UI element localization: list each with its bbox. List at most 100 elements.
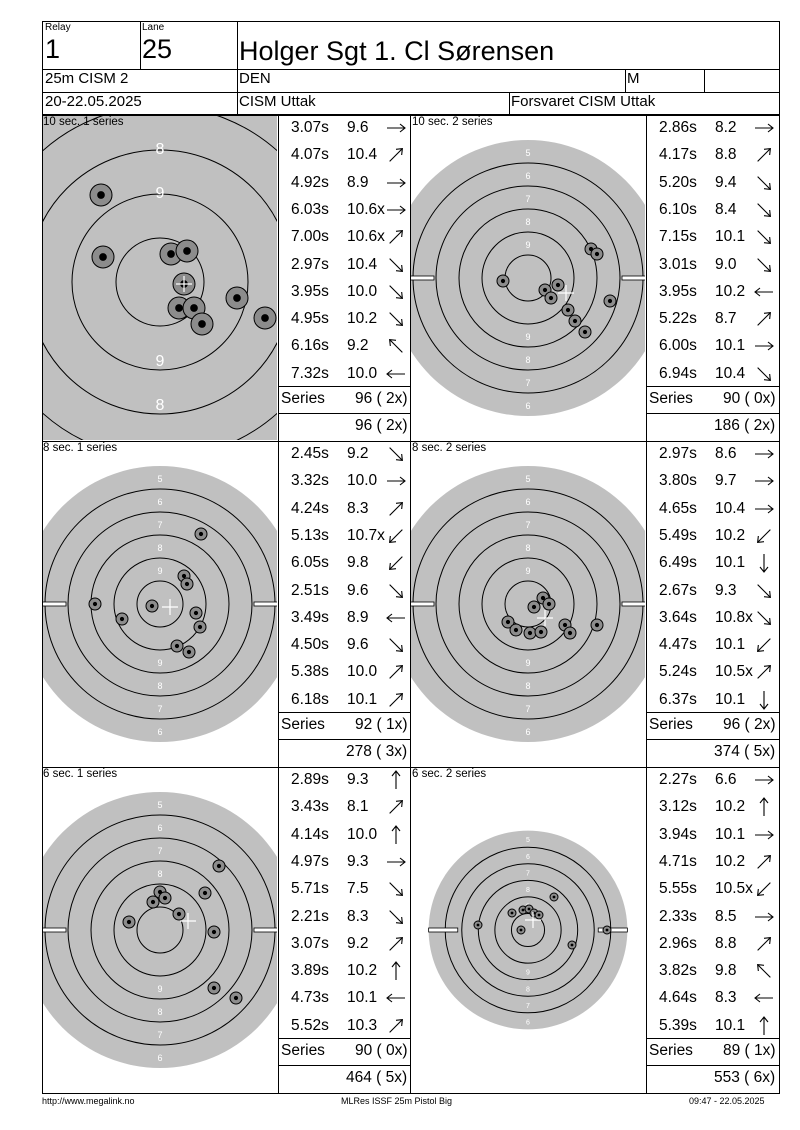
target-face: [43, 792, 277, 1068]
shot-hole: [194, 527, 208, 541]
direction-arrow-icon: [755, 775, 774, 785]
shot-value: 9.6: [347, 636, 369, 654]
shot-value: 8.8: [715, 146, 737, 164]
ring-number: 8: [525, 217, 530, 227]
shot-time: 7.32s: [291, 364, 329, 382]
direction-arrow-icon: [391, 824, 401, 844]
shot-value: 8.4: [715, 200, 737, 218]
target-ring: [67, 511, 253, 697]
shot-value: 10.2: [347, 310, 378, 328]
shot-time: 4.07s: [291, 146, 329, 164]
shot-value: 8.8: [715, 934, 737, 952]
shot-value: 10.1: [715, 825, 746, 843]
shot-value: 9.4: [715, 173, 737, 191]
shot-hole: [567, 940, 577, 950]
series-title: 6 sec. 1 series: [43, 768, 118, 780]
shot-time: 3.43s: [291, 798, 329, 816]
shot-value: 8.9: [347, 608, 369, 626]
shot-time: 7.15s: [659, 228, 697, 246]
shot-value: 9.6: [347, 119, 369, 136]
direction-arrow-icon: [389, 148, 403, 163]
shot-time: 2.27s: [659, 771, 697, 788]
direction-arrow-icon: [757, 230, 771, 245]
direction-arrow-icon: [754, 993, 773, 1003]
ring-number: 7: [526, 870, 530, 877]
shot-value: 9.0: [715, 255, 737, 273]
shot-value: 7.5: [347, 880, 369, 898]
header-box: Relay 1 Lane 25 Holger Sgt 1. Cl Sørense…: [42, 21, 780, 115]
shot-time: 5.38s: [291, 663, 329, 681]
shot-hole: [115, 612, 129, 626]
shot-time: 4.14s: [291, 825, 329, 843]
ring-number: 9: [157, 658, 162, 668]
ring-number: 5: [525, 148, 530, 158]
ring-number: 7: [525, 704, 530, 714]
shot-time: 5.52s: [291, 1016, 329, 1034]
shot-value: 10.6x: [347, 228, 385, 246]
ring-number: 6: [525, 497, 530, 507]
series-label: Series: [281, 1042, 325, 1059]
target-ring: [67, 837, 253, 1023]
target-ring: [435, 185, 621, 371]
nation: DEN: [239, 70, 271, 87]
ring-number: 7: [157, 1030, 162, 1040]
shot-time: 2.97s: [659, 445, 697, 462]
ring-number: 8: [156, 397, 165, 414]
shot-value: 10.4: [715, 499, 746, 517]
series-score: 89 ( 1x): [723, 1042, 776, 1059]
shot-time: 4.17s: [659, 146, 697, 164]
shot-value: 8.7: [715, 310, 737, 328]
target-side-bar: [621, 275, 645, 281]
shot-time: 6.94s: [659, 364, 697, 382]
shot-time: 4.95s: [291, 310, 329, 328]
ring-number: 9: [525, 240, 530, 250]
direction-arrow-icon: [757, 312, 771, 326]
shot-time: 5.20s: [659, 173, 697, 191]
shot-value: 8.5: [715, 907, 737, 925]
shot-time: 3.64s: [659, 608, 697, 626]
shot-time: 2.89s: [291, 771, 329, 788]
shot-value: 10.0: [347, 364, 378, 382]
direction-arrow-icon: [389, 882, 403, 897]
shot-time: 3.32s: [291, 472, 329, 490]
shot-value: 10.0: [347, 472, 378, 490]
target-ring: [71, 193, 249, 371]
shot-value: 10.1: [715, 690, 746, 708]
ring-number: 9: [156, 185, 165, 202]
shot-time: 6.10s: [659, 200, 697, 218]
relay-cell: Relay 1: [43, 22, 140, 69]
shot-time: 3.49s: [291, 608, 329, 626]
direction-arrow-icon: [389, 800, 403, 815]
ring-number: 8: [525, 355, 530, 365]
shot-time: 4.73s: [291, 989, 329, 1007]
shot-value: 10.1: [715, 554, 746, 572]
shot-value: 10.2: [715, 282, 746, 300]
direction-arrow-icon: [757, 854, 771, 869]
group-center-mark: [558, 285, 574, 301]
direction-arrow-icon: [757, 611, 771, 625]
direction-arrow-icon: [387, 123, 406, 133]
target-face: [411, 466, 645, 742]
shot-time: 3.07s: [291, 119, 329, 136]
ring-number: 8: [525, 543, 530, 553]
shot-value: 10.1: [347, 989, 378, 1007]
shot-time: 2.96s: [659, 934, 697, 952]
shot-time: 4.50s: [291, 636, 329, 654]
footer-url[interactable]: http://www.megalink.no: [42, 1096, 135, 1106]
running-total: 464 ( 5x): [346, 1069, 408, 1086]
ring-number: 8: [156, 141, 165, 158]
shot-time: 4.24s: [291, 499, 329, 517]
shot-value: 9.6: [347, 581, 369, 599]
shot-value: 8.3: [347, 907, 369, 925]
shot-hole: [509, 623, 523, 637]
direction-arrow-icon: [389, 230, 403, 244]
direction-arrow-icon: [759, 554, 769, 574]
ring-number: 9: [525, 658, 530, 668]
direction-arrow-icon: [387, 857, 406, 867]
direction-arrow-icon: [389, 665, 403, 680]
shot-value: 10.1: [347, 690, 378, 708]
direction-arrow-icon: [759, 690, 769, 710]
shot-hole: [551, 278, 565, 292]
ring-number: 7: [157, 704, 162, 714]
shot-hole: [225, 286, 249, 310]
